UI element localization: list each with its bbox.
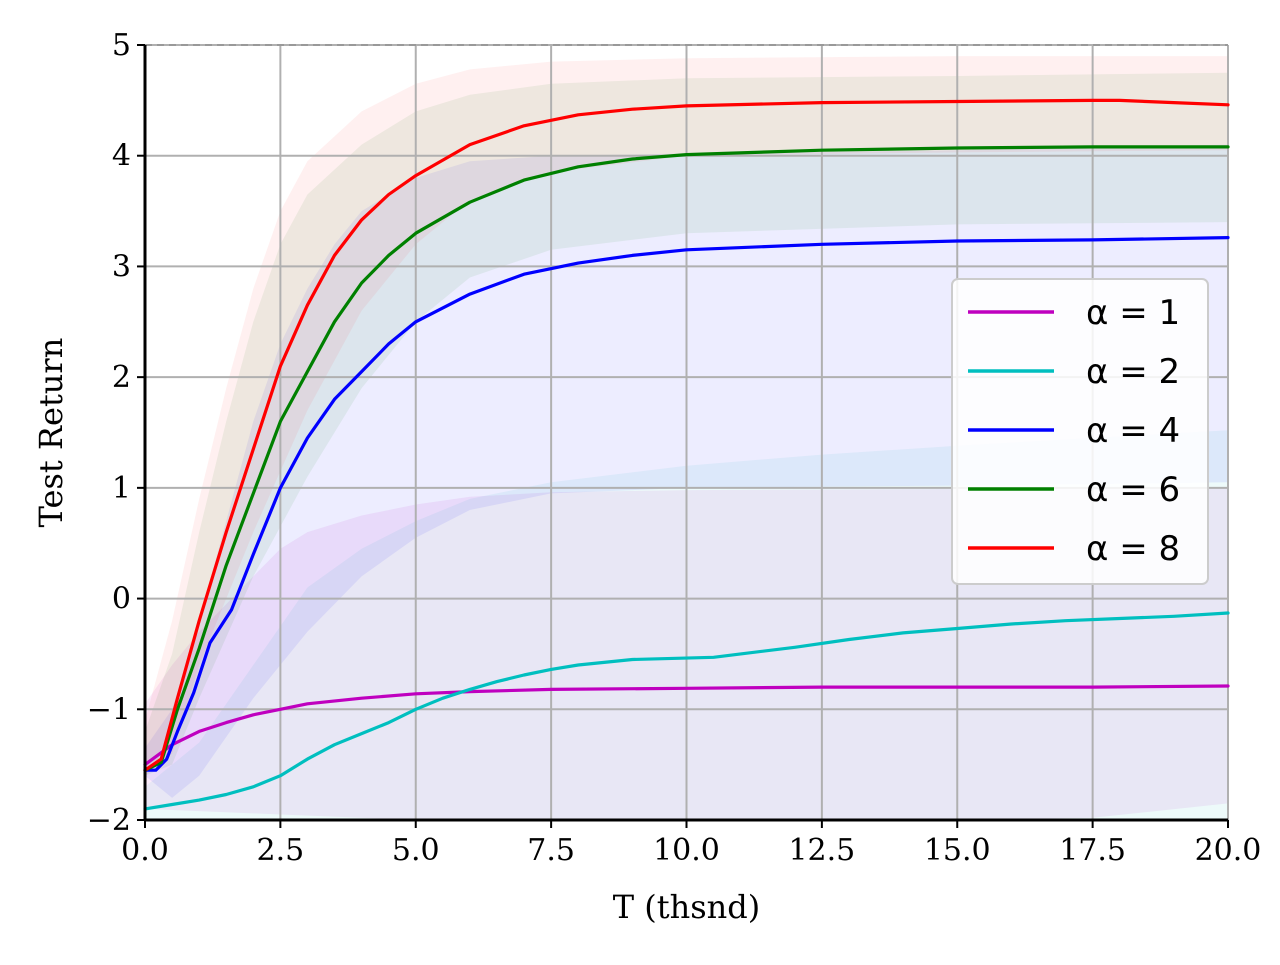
x-tick-label-2: 5.0	[392, 833, 440, 868]
x-tick-label-6: 15.0	[924, 833, 991, 868]
x-tick-label-4: 10.0	[653, 833, 720, 868]
legend-label-2: α = 2	[1086, 352, 1180, 392]
y-tick-label-3: 1	[112, 471, 131, 506]
series-line-3	[143, 236, 1230, 772]
x-tick-label-7: 17.5	[1059, 833, 1126, 868]
series-line-1	[143, 684, 1230, 767]
x-tick-label-3: 7.5	[527, 833, 575, 868]
y-tick-label-1: −1	[87, 692, 131, 727]
tick-labels: 0.0 2.5 5.0 7.5 10.0 12.5 15.0 17.5 20.0 −2 −1 0 1 2 3…	[87, 28, 1262, 868]
y-tick-label-7: 5	[112, 28, 131, 63]
legend-label-3: α = 4	[1086, 411, 1180, 451]
axes	[137, 44, 1229, 828]
y-tick-label-4: 2	[112, 360, 131, 395]
x-tick-label-8: 20.0	[1195, 833, 1262, 868]
x-tick-label-0: 0.0	[121, 833, 169, 868]
y-axis-label: Test Return	[32, 338, 70, 528]
x-tick-label-1: 2.5	[257, 833, 305, 868]
x-tick-label-5: 12.5	[788, 833, 855, 868]
y-tick-label-5: 3	[112, 249, 131, 284]
series-line-5	[143, 98, 1230, 772]
y-tick-label-0: −2	[87, 803, 131, 838]
x-axis-label: T (thsnd)	[613, 888, 760, 926]
y-tick-label-2: 0	[112, 582, 131, 617]
legend: α = 1 α = 2 α = 4 α = 6 α = 8	[951, 278, 1209, 585]
legend-label-4: α = 6	[1086, 470, 1180, 510]
y-tick-label-6: 4	[112, 139, 131, 174]
legend-label-1: α = 1	[1086, 293, 1180, 333]
legend-box	[951, 278, 1209, 585]
series-line-2	[143, 611, 1230, 811]
legend-label-5: α = 8	[1086, 529, 1180, 569]
series-lines	[143, 98, 1230, 811]
series-line-4	[143, 145, 1230, 772]
